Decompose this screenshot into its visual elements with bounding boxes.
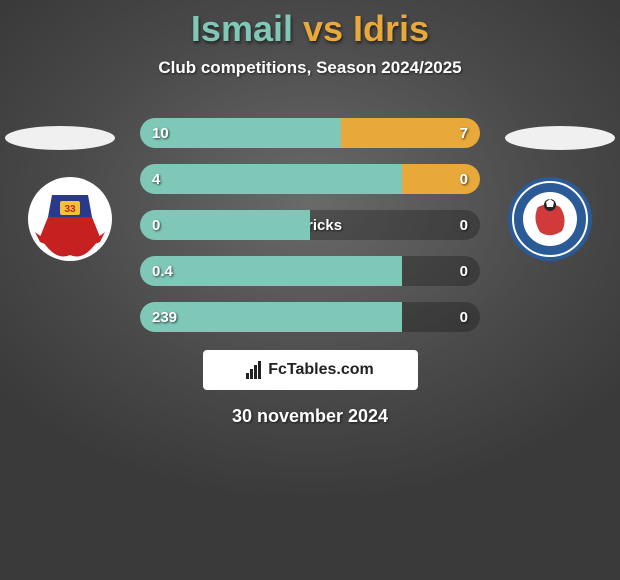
bar-right	[402, 164, 480, 194]
stats-container: 10 Matches 7 4 Goals 0 0 Hattricks 0 0.4…	[140, 118, 480, 332]
stat-left-value: 0	[152, 217, 160, 234]
badge-number: 33	[64, 204, 76, 215]
footer-brand-text: FcTables.com	[268, 361, 374, 379]
stat-row-matches: 10 Matches 7	[140, 118, 480, 148]
stat-left-value: 10	[152, 125, 169, 142]
player1-name: Ismail	[191, 8, 293, 49]
bar-left	[140, 118, 341, 148]
footer-brand-box: FcTables.com	[203, 350, 418, 390]
bar-left	[140, 210, 310, 240]
date-text: 30 november 2024	[0, 406, 620, 427]
shield-icon	[500, 177, 600, 267]
page-title: Ismail vs Idris	[0, 0, 620, 50]
stat-right-value: 0	[460, 217, 468, 234]
bar-chart-icon	[246, 361, 264, 379]
stat-right-value: 0	[460, 171, 468, 188]
bar-left	[140, 256, 402, 286]
stat-right-value: 0	[460, 263, 468, 280]
stat-left-value: 0.4	[152, 263, 173, 280]
stat-row-hattricks: 0 Hattricks 0	[140, 210, 480, 240]
stat-left-value: 4	[152, 171, 160, 188]
player2-name: Idris	[353, 8, 429, 49]
stat-row-goals: 4 Goals 0	[140, 164, 480, 194]
right-team-badge	[500, 177, 600, 267]
bar-left	[140, 302, 402, 332]
stat-right-value: 7	[460, 125, 468, 142]
bar-left	[140, 164, 402, 194]
left-team-badge: 33	[20, 177, 120, 267]
vs-text: vs	[293, 8, 353, 49]
stat-left-value: 239	[152, 309, 177, 326]
stat-row-min-per-goal: 239 Min per goal 0	[140, 302, 480, 332]
right-ellipse-decoration	[505, 126, 615, 150]
left-ellipse-decoration	[5, 126, 115, 150]
subtitle: Club competitions, Season 2024/2025	[0, 58, 620, 78]
stat-row-goals-per-match: 0.4 Goals per match 0	[140, 256, 480, 286]
shield-icon: 33	[20, 177, 120, 267]
stat-right-value: 0	[460, 309, 468, 326]
